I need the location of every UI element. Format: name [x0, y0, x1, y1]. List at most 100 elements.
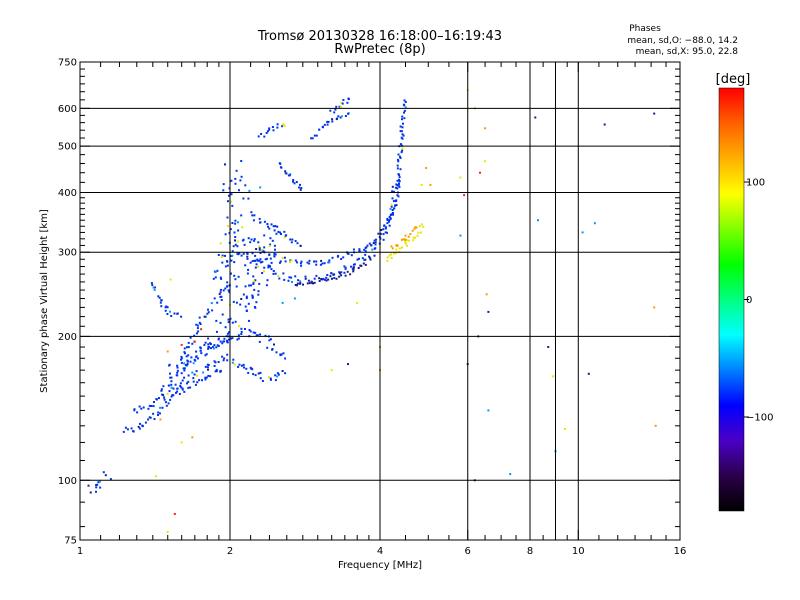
echo-point-434 [279, 260, 282, 263]
echo-point-507 [340, 274, 343, 277]
echo-point-259 [183, 362, 186, 365]
echo-point-330 [278, 277, 281, 280]
echo-point-926 [534, 116, 537, 119]
echo-point-89 [192, 362, 195, 365]
echo-point-846 [219, 242, 222, 245]
echo-point-142 [226, 353, 229, 356]
echo-point-39 [196, 381, 199, 384]
echo-point-140 [222, 359, 225, 362]
echo-point-236 [284, 357, 287, 360]
colorbar-tick-label-1: 0 [746, 295, 752, 306]
echo-point-16 [152, 412, 155, 415]
echo-point-146 [233, 363, 236, 366]
echo-point-171 [277, 373, 280, 376]
echo-point-185 [187, 354, 190, 357]
echo-point-91 [194, 359, 197, 362]
echo-point-485 [294, 284, 297, 286]
echo-point-745 [231, 337, 234, 340]
echo-point-207 [230, 337, 232, 340]
echo-point-871 [228, 194, 230, 197]
echo-point-831 [230, 272, 232, 275]
echo-point-279 [198, 321, 201, 324]
echo-point-522 [373, 254, 376, 257]
echo-point-112 [168, 390, 171, 393]
echo-point-5 [132, 430, 135, 433]
echo-point-431 [269, 257, 272, 260]
echo-point-149 [237, 365, 240, 368]
echo-point-636 [321, 125, 324, 128]
echo-point-930 [653, 112, 656, 115]
echo-point-349 [322, 277, 325, 280]
echo-point-74 [168, 384, 171, 387]
echo-point-447 [306, 261, 309, 264]
echo-point-527 [385, 226, 387, 229]
echo-point-202 [217, 337, 220, 340]
echo-point-120 [179, 382, 182, 385]
echo-point-56 [136, 411, 139, 414]
echo-point-211 [237, 334, 240, 337]
echo-point-574 [399, 125, 402, 128]
echo-point-292 [220, 295, 223, 298]
echo-point-916 [293, 297, 296, 300]
echo-point-853 [226, 225, 229, 227]
echo-point-147 [232, 358, 235, 361]
echo-point-617 [263, 135, 266, 138]
echo-point-729 [96, 483, 99, 486]
echo-point-556 [396, 164, 399, 167]
echo-point-571 [401, 133, 404, 136]
echo-point-810 [252, 283, 255, 285]
echo-point-192 [204, 354, 207, 357]
echo-point-884 [230, 179, 233, 182]
echo-point-405 [391, 185, 394, 188]
echo-point-791 [268, 244, 271, 247]
echo-point-872 [244, 184, 247, 187]
echo-point-707 [391, 247, 394, 250]
echo-point-816 [257, 293, 260, 296]
echo-point-204 [226, 341, 229, 344]
echo-point-563 [401, 147, 404, 150]
echo-point-611 [294, 240, 297, 242]
echo-point-323 [263, 266, 266, 269]
echo-point-586 [404, 101, 407, 103]
echo-point-520 [368, 256, 371, 259]
echo-point-117 [174, 383, 177, 386]
echo-point-850 [237, 253, 240, 256]
echo-point-695 [405, 239, 408, 242]
echo-point-824 [228, 291, 231, 294]
echo-point-118 [180, 386, 183, 389]
echo-point-698 [414, 236, 417, 239]
echo-point-519 [364, 258, 367, 261]
echo-point-924 [509, 473, 512, 476]
x-tick-label-1: 2 [227, 546, 233, 557]
echo-point-801 [265, 257, 268, 260]
echo-point-823 [234, 278, 237, 281]
echo-point-849 [234, 239, 236, 242]
echo-point-180 [176, 366, 179, 369]
echo-point-110 [163, 396, 166, 399]
echo-point-371 [363, 259, 366, 261]
echo-point-94 [200, 352, 203, 355]
echo-point-680 [299, 188, 302, 191]
echo-point-843 [233, 261, 236, 264]
echo-point-319 [256, 259, 259, 262]
echo-point-406 [393, 190, 395, 193]
echo-point-167 [274, 374, 277, 377]
echo-point-404 [391, 190, 394, 193]
echo-point-267 [187, 346, 190, 349]
colorbar-tick-label-0: 100 [746, 178, 765, 189]
echo-point-672 [288, 174, 291, 177]
echo-point-607 [285, 234, 288, 237]
echo-point-45 [205, 376, 208, 379]
echo-point-855 [241, 226, 244, 229]
echo-point-612 [296, 242, 299, 245]
echo-point-473 [358, 250, 361, 253]
echo-point-18 [157, 411, 160, 414]
echo-point-263 [184, 352, 186, 355]
echo-point-133 [206, 366, 209, 369]
echo-point-355 [333, 277, 336, 279]
echo-point-451 [315, 260, 318, 263]
echo-point-62 [150, 405, 153, 407]
echo-point-440 [289, 261, 291, 264]
echo-point-588 [251, 214, 254, 217]
echo-point-685 [390, 253, 392, 256]
